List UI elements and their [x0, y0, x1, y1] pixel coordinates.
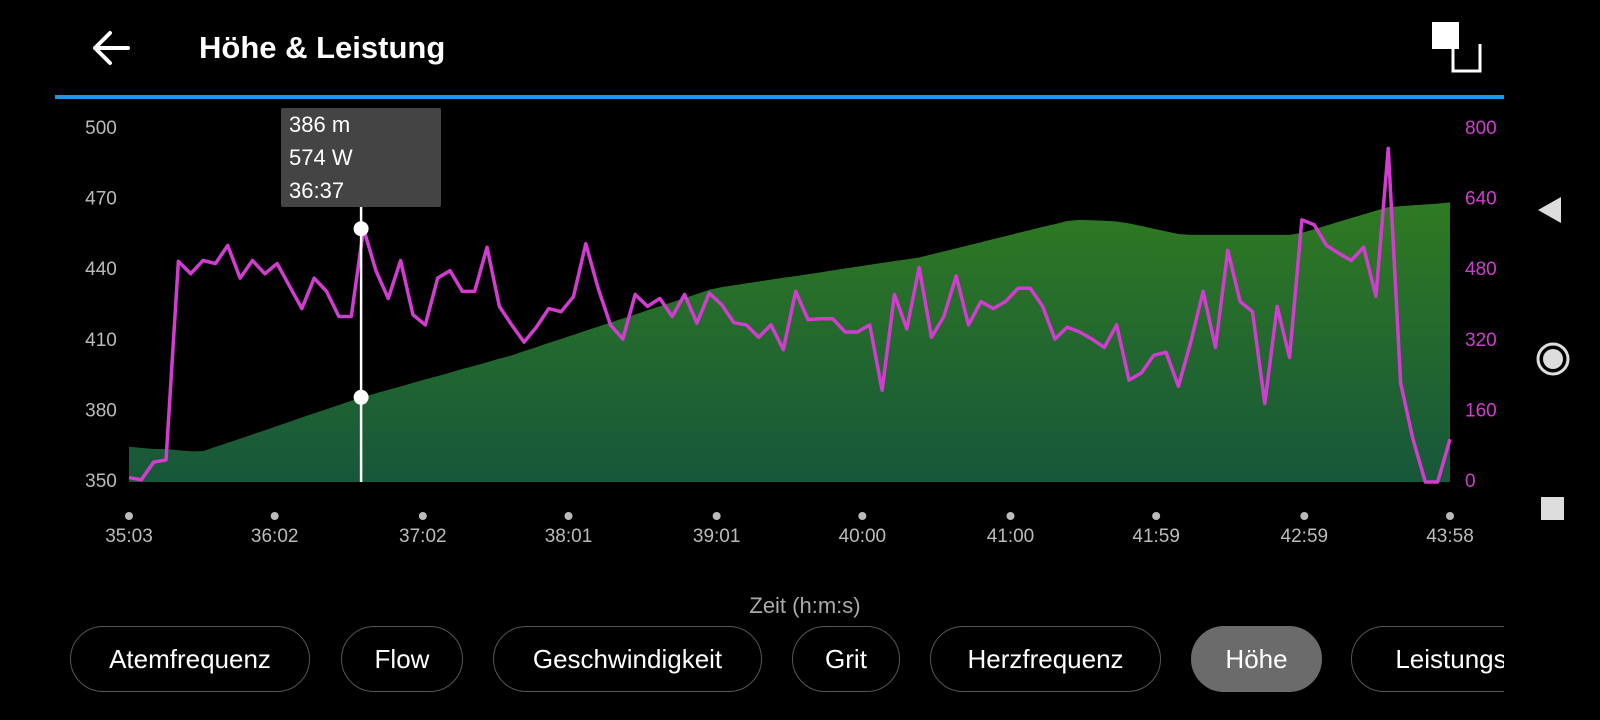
- filter-chip[interactable]: Atemfrequenz: [70, 626, 310, 692]
- filter-chip[interactable]: Grit: [792, 626, 900, 692]
- x-tick-dot: [1006, 512, 1015, 520]
- x-axis-label: Zeit (h:m:s): [749, 593, 860, 618]
- y-tick-label: 440: [85, 259, 117, 280]
- x-tick-label: 40:00: [839, 526, 887, 547]
- tooltip-box: [281, 108, 441, 207]
- filter-chip[interactable]: Höhe: [1191, 626, 1322, 692]
- header-divider: [55, 95, 1504, 99]
- cursor-dot: [353, 221, 369, 237]
- filter-chip[interactable]: Geschwindigkeit: [493, 626, 762, 692]
- fullscreen-icon: [1432, 22, 1459, 49]
- x-tick-dot: [125, 512, 133, 520]
- x-tick-dot: [418, 512, 427, 520]
- y2-tick-label: 0: [1465, 471, 1476, 492]
- chip-bar: Atemfrequenz Flow Geschwindigkeit Grit Herzf…: [55, 626, 1504, 698]
- x-tick-label: 36:02: [251, 526, 299, 547]
- x-tick-dot: [1446, 512, 1454, 520]
- tooltip-text: 36:37: [289, 178, 344, 203]
- x-tick-label: 43:58: [1426, 526, 1474, 547]
- plot: 350 380 410 440 470 500 0 160 320 480 640 800 35:03 3…: [85, 118, 1497, 547]
- filter-chip[interactable]: Leistungs: [1351, 626, 1504, 692]
- y2-tick-label: 480: [1465, 259, 1497, 280]
- x-tick-label: 37:02: [399, 526, 447, 547]
- elevation-area: [129, 202, 1450, 482]
- nav-recent[interactable]: [1541, 497, 1564, 520]
- x-tick-label: 39:01: [693, 526, 741, 547]
- y-tick-label: 500: [85, 118, 117, 139]
- y2-tick-label: 160: [1465, 400, 1497, 421]
- y-tick-label: 410: [85, 330, 117, 351]
- y2-tick-label: 320: [1465, 330, 1497, 351]
- x-tick-dot: [1152, 512, 1161, 520]
- x-tick-label: 41:00: [987, 526, 1035, 547]
- nav-home[interactable]: [1536, 342, 1570, 376]
- power-line: [128, 146, 1452, 484]
- filter-chip[interactable]: Herzfrequenz: [930, 626, 1161, 692]
- x-tick-dot: [270, 512, 279, 520]
- filter-chip[interactable]: Flow: [341, 626, 463, 692]
- x-tick-dot: [858, 512, 867, 520]
- y-tick-label: 470: [85, 189, 117, 210]
- page-title: Höhe & Leistung: [199, 30, 446, 65]
- x-tick-dot: [564, 512, 573, 520]
- nav-home-dot: [1543, 349, 1563, 369]
- tooltip: 386 m 574 W 36:37: [281, 108, 441, 207]
- x-tick-label: 42:59: [1281, 526, 1329, 547]
- y-tick-label: 350: [85, 471, 117, 492]
- x-tick-dot: [712, 512, 721, 520]
- y-tick-label: 380: [85, 400, 117, 421]
- x-tick-label: 35:03: [105, 526, 153, 547]
- x-tick-label: 38:01: [545, 526, 593, 547]
- y2-tick-label: 800: [1465, 118, 1497, 139]
- fullscreen-button[interactable]: [1432, 22, 1482, 73]
- x-tick-dot: [1300, 512, 1309, 520]
- tooltip-text: 574 W: [289, 145, 353, 170]
- nav-back[interactable]: [1538, 197, 1561, 223]
- back-button[interactable]: [93, 31, 130, 65]
- y2-tick-label: 640: [1465, 189, 1497, 210]
- tooltip-text: 386 m: [289, 112, 350, 137]
- fullscreen-icon: [1451, 44, 1482, 73]
- x-tick-label: 41:59: [1132, 526, 1180, 547]
- cursor-dot: [353, 389, 369, 405]
